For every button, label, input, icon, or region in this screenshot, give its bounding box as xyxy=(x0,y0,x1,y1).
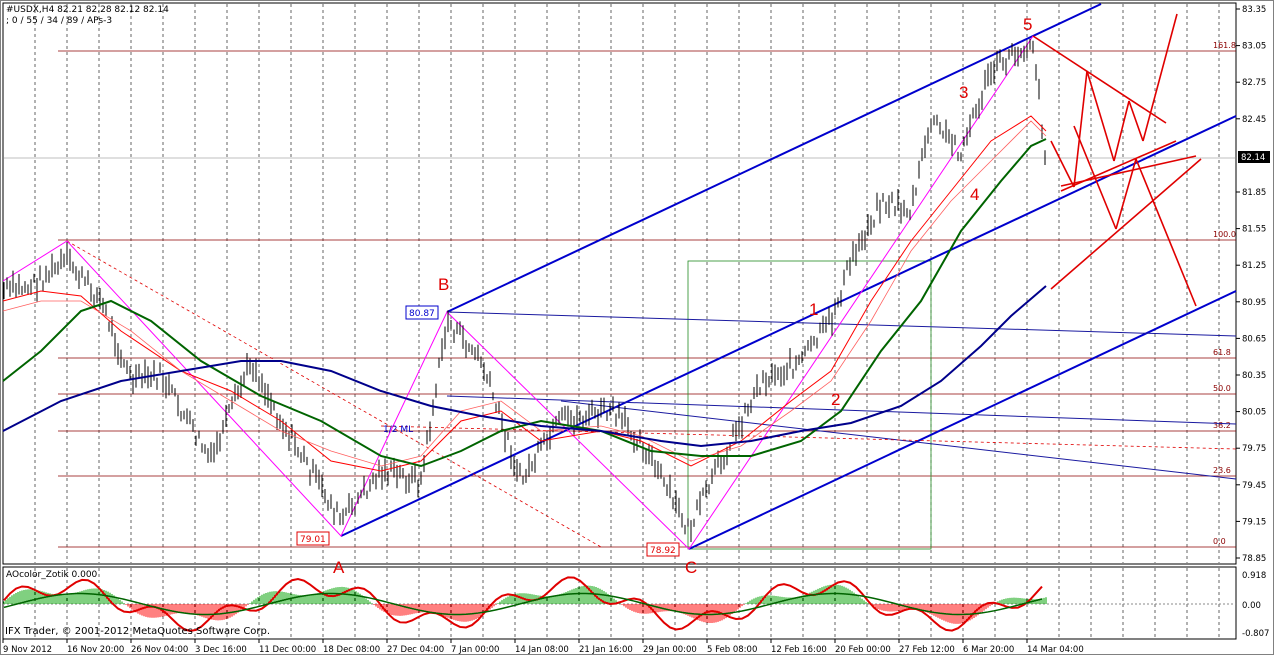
projection-line xyxy=(1128,100,1144,142)
time-tick-label: 29 Jan 00:00 xyxy=(643,645,697,655)
wave-label-1: 1 xyxy=(809,300,818,319)
fib-label: 50.0 xyxy=(1213,384,1231,393)
price-tick-label: 82.45 xyxy=(1242,115,1266,125)
time-tick-label: 27 Feb 12:00 xyxy=(899,645,955,655)
channel-lower-line xyxy=(340,115,1237,537)
time-tick-label: 16 Nov 20:00 xyxy=(67,645,124,655)
symbol-info: #USDX,H4 82.21 82.28 82.12 82.14 xyxy=(6,5,169,15)
oscillator-name: AOcolor_Zotik 0.000 xyxy=(6,570,98,580)
wave-label-3: 3 xyxy=(959,83,968,102)
price-tick-label: 82.75 xyxy=(1242,78,1266,88)
fib-label: 38.2 xyxy=(1213,421,1231,430)
moving-averages xyxy=(2,115,1047,472)
ma-navy-line xyxy=(2,285,1047,448)
fib-label: 161.8 xyxy=(1213,41,1236,50)
price-box-b xyxy=(405,305,439,320)
price-tick-label: 80.95 xyxy=(1242,298,1266,308)
time-tick-label: 18 Dec 08:00 xyxy=(323,645,380,655)
time-axis: 9 Nov 2012 16 Nov 20:00 26 Nov 04:00 3 Dec … xyxy=(2,639,1084,655)
projection-line xyxy=(1113,100,1130,162)
price-axis: 83.35 83.05 82.75 82.45 81.85 81.55 81.25 80.95… xyxy=(1236,5,1266,564)
projection-line xyxy=(1060,140,1177,192)
time-tick-label: 14 Jan 08:00 xyxy=(515,645,569,655)
wave-label-2: 2 xyxy=(831,390,840,409)
projection-line xyxy=(1050,158,1202,290)
zigzag-line xyxy=(2,35,1034,550)
time-tick-label: 14 Mar 04:00 xyxy=(1027,645,1084,655)
time-tick-label: 6 Mar 20:00 xyxy=(963,645,1014,655)
time-tick-label: 11 Dec 00:00 xyxy=(259,645,316,655)
trend-channels xyxy=(2,3,1237,550)
time-tick-label: 12 Feb 16:00 xyxy=(771,645,827,655)
projection-line xyxy=(1073,125,1117,230)
price-tick-label: 80.65 xyxy=(1242,334,1266,344)
price-tick-label: 79.45 xyxy=(1242,481,1266,491)
time-tick-label: 3 Dec 16:00 xyxy=(195,645,247,655)
projection-line xyxy=(1115,158,1137,230)
fib-label: 23.6 xyxy=(1213,466,1231,475)
ao-signal-line xyxy=(3,576,1043,632)
time-tick-label: 5 Feb 08:00 xyxy=(707,645,757,655)
ao-slow-line xyxy=(3,592,1043,616)
channel-upper-line xyxy=(446,3,1102,313)
dashed-red-line xyxy=(66,240,602,548)
median-line-label: 1/2 ML xyxy=(383,425,413,435)
time-tick-label: 26 Nov 04:00 xyxy=(131,645,188,655)
price-tick-label: 80.35 xyxy=(1242,371,1266,381)
fib-label: 100.0 xyxy=(1213,230,1236,239)
time-tick-label: 7 Jan 00:00 xyxy=(451,645,499,655)
wave-label-5: 5 xyxy=(1023,15,1032,34)
channel-bottom-line xyxy=(688,290,1237,550)
projection-line xyxy=(1135,158,1197,307)
price-box-c xyxy=(646,542,680,557)
main-plot-area xyxy=(2,2,1237,565)
ao-tick-label: -0.807 xyxy=(1242,629,1269,639)
price-box-c-text: 78.92 xyxy=(650,546,676,556)
time-tick-label: 21 Jan 16:00 xyxy=(579,645,633,655)
price-box-a xyxy=(296,531,330,546)
price-tick-label: 79.75 xyxy=(1242,444,1266,454)
price-tick-label: 81.55 xyxy=(1242,225,1266,235)
fan-line xyxy=(446,311,1237,337)
projection-line xyxy=(1032,35,1167,124)
fib-label: 0.0 xyxy=(1213,537,1226,546)
time-tick-label: 27 Dec 04:00 xyxy=(387,645,444,655)
ao-oscillator: 0.918 0.00 -0.807 xyxy=(3,571,1269,639)
price-tick-label: 80.05 xyxy=(1242,408,1266,418)
ma-green-line xyxy=(2,138,1047,468)
wave-label-c: C xyxy=(685,558,697,577)
time-tick-label: 20 Feb 00:00 xyxy=(835,645,891,655)
ao-tick-label: 0.918 xyxy=(1242,571,1266,581)
wave-label-b: B xyxy=(438,275,449,294)
projection-line xyxy=(1073,70,1088,188)
wave-label-a: A xyxy=(333,558,345,577)
projection-line xyxy=(1050,140,1075,188)
fib-label: 61.8 xyxy=(1213,348,1231,357)
price-tick-label: 83.35 xyxy=(1242,5,1266,15)
indicator-info: ; 0 / 55 / 34 / 89 / APs-3 xyxy=(6,16,113,26)
price-box-b-text: 80.87 xyxy=(409,309,435,319)
projection-line xyxy=(1086,70,1115,162)
time-tick-label: 9 Nov 2012 xyxy=(3,645,52,655)
price-tick-label: 81.85 xyxy=(1242,188,1266,198)
projection-line xyxy=(1142,13,1178,142)
price-tick-label: 78.85 xyxy=(1242,554,1266,564)
current-price-marker xyxy=(1238,151,1270,163)
copyright-text: IFX Trader, © 2001-2012 MetaQuotes Softw… xyxy=(5,626,271,637)
dashed-red-line xyxy=(380,425,1237,450)
current-price-text: 82.14 xyxy=(1241,153,1265,163)
price-tick-label: 83.05 xyxy=(1242,42,1266,52)
ao-tick-label: 0.00 xyxy=(1242,601,1261,611)
price-tick-label: 79.15 xyxy=(1242,517,1266,527)
price-box-a-text: 79.01 xyxy=(300,535,326,545)
price-tick-label: 81.25 xyxy=(1242,261,1266,271)
wave-label-4: 4 xyxy=(970,185,979,204)
